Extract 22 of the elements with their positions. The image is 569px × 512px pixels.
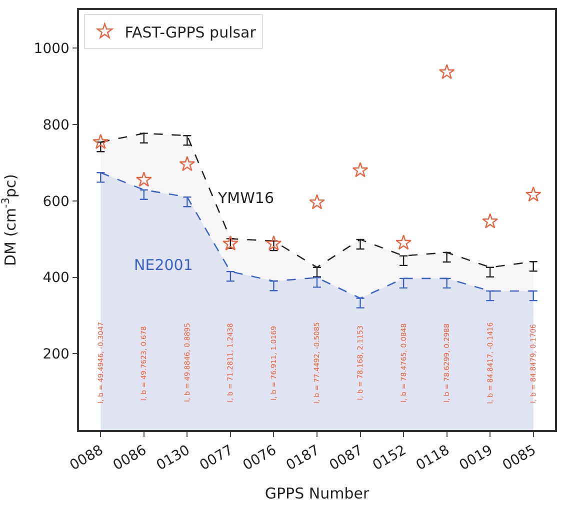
- point: [136, 172, 152, 187]
- point: [396, 234, 412, 250]
- y-tick-label: 600: [42, 194, 70, 210]
- point: [482, 213, 498, 228]
- point: [309, 194, 325, 210]
- point: [92, 134, 109, 149]
- point: [222, 235, 238, 250]
- legend-label: FAST-GPPS pulsar: [124, 23, 257, 42]
- x-tick-label: 0152: [370, 442, 410, 474]
- x-axis-title: GPPS Number: [264, 484, 370, 502]
- series-label: YMW16: [217, 189, 274, 207]
- y-tick-label: 200: [42, 346, 70, 363]
- point: [266, 235, 282, 250]
- y-tick-label: 400: [42, 270, 70, 286]
- y-tick-label: 1000: [34, 41, 70, 58]
- series-label: NE2001: [134, 256, 193, 274]
- point: [352, 162, 368, 178]
- y-tick-label: 800: [42, 117, 70, 134]
- point: [438, 64, 455, 80]
- point: [179, 156, 196, 172]
- point: [525, 186, 542, 202]
- x-tick-label: 0019: [456, 442, 496, 474]
